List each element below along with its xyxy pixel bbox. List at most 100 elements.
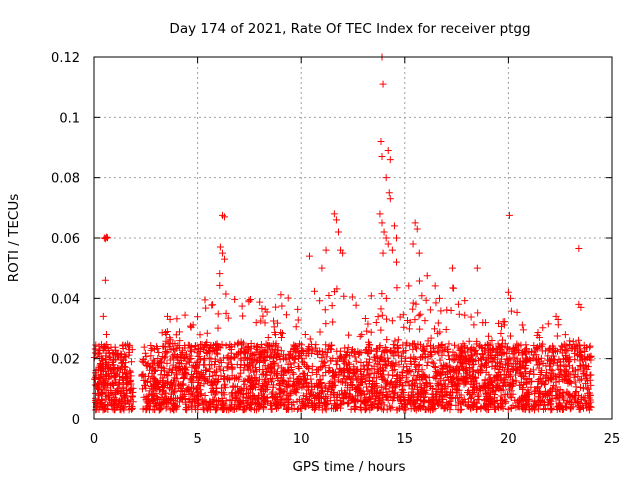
- data-point: [301, 330, 309, 338]
- data-point: [474, 395, 482, 403]
- data-point: [140, 393, 148, 401]
- data-point: [478, 344, 486, 352]
- data-point: [216, 243, 224, 251]
- data-point: [532, 357, 540, 365]
- data-point: [555, 365, 563, 373]
- data-point: [581, 396, 589, 404]
- data-point: [201, 342, 209, 350]
- data-point: [416, 325, 424, 333]
- data-point: [105, 364, 113, 372]
- data-point: [361, 390, 369, 398]
- data-point: [475, 391, 483, 399]
- data-point: [218, 340, 226, 348]
- data-point: [224, 314, 232, 322]
- data-point: [261, 319, 269, 327]
- data-point: [550, 344, 558, 352]
- data-point: [322, 341, 330, 349]
- data-point: [423, 380, 431, 388]
- data-point: [403, 317, 411, 325]
- data-point: [403, 366, 411, 374]
- data-point: [358, 331, 366, 339]
- data-point: [572, 399, 580, 407]
- data-point: [566, 392, 574, 400]
- data-point: [142, 406, 150, 414]
- data-point: [499, 318, 507, 326]
- data-point: [477, 405, 485, 413]
- data-point: [549, 356, 557, 364]
- data-point: [357, 348, 365, 356]
- data-point: [150, 400, 158, 408]
- data-point: [400, 323, 408, 331]
- data-point: [464, 387, 472, 395]
- data-point: [519, 401, 527, 409]
- data-point: [390, 352, 398, 360]
- y-tick-label: 0.04: [51, 292, 80, 307]
- data-point: [278, 329, 286, 337]
- data-point: [587, 371, 595, 379]
- data-point: [506, 332, 514, 340]
- data-point: [274, 374, 282, 382]
- data-point: [377, 305, 385, 313]
- data-point: [299, 399, 307, 407]
- data-point: [423, 342, 431, 350]
- data-point: [459, 398, 467, 406]
- data-point: [293, 405, 301, 413]
- data-point: [170, 400, 178, 408]
- data-point: [209, 398, 217, 406]
- data-point: [182, 405, 190, 413]
- data-point: [142, 361, 150, 369]
- data-point: [231, 295, 239, 303]
- data-point: [399, 391, 407, 399]
- data-point: [267, 374, 275, 382]
- data-point: [378, 290, 386, 298]
- data-point: [195, 352, 203, 360]
- data-point: [518, 321, 526, 329]
- data-point: [187, 346, 195, 354]
- data-point: [415, 361, 423, 369]
- data-point: [560, 340, 568, 348]
- data-point: [181, 373, 189, 381]
- data-point: [95, 342, 103, 350]
- data-point: [381, 361, 389, 369]
- data-point: [560, 375, 568, 383]
- data-point: [213, 340, 221, 348]
- data-point: [280, 366, 288, 374]
- data-point: [228, 363, 236, 371]
- data-point: [366, 370, 374, 378]
- data-point: [497, 323, 505, 331]
- data-point: [367, 292, 375, 300]
- data-point: [203, 406, 211, 414]
- data-point: [363, 365, 371, 373]
- data-point: [394, 336, 402, 344]
- data-point: [586, 342, 594, 350]
- data-point: [377, 137, 385, 145]
- data-point: [409, 388, 417, 396]
- data-point: [192, 386, 200, 394]
- data-point: [264, 378, 272, 386]
- data-point: [505, 345, 513, 353]
- data-point: [509, 350, 517, 358]
- data-point: [438, 346, 446, 354]
- data-point: [194, 389, 202, 397]
- data-point: [188, 371, 196, 379]
- data-point: [474, 309, 482, 317]
- data-point: [171, 340, 179, 348]
- data-point: [501, 360, 509, 368]
- data-point: [567, 404, 575, 412]
- data-point: [336, 352, 344, 360]
- data-point: [565, 377, 573, 385]
- data-point: [158, 358, 166, 366]
- data-point: [571, 371, 579, 379]
- data-point: [288, 353, 296, 361]
- data-point: [454, 300, 462, 308]
- data-point: [187, 342, 195, 350]
- data-point: [324, 387, 332, 395]
- data-point: [152, 367, 160, 375]
- data-point: [257, 340, 265, 348]
- data-point: [365, 340, 373, 348]
- data-point: [117, 356, 125, 364]
- data-point: [345, 331, 353, 339]
- data-point: [414, 392, 422, 400]
- data-point: [162, 330, 170, 338]
- data-point: [497, 358, 505, 366]
